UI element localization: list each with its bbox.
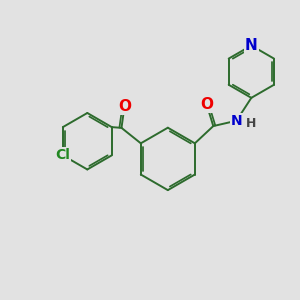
Text: O: O xyxy=(118,99,131,114)
Text: Cl: Cl xyxy=(56,148,70,162)
Text: O: O xyxy=(200,97,213,112)
Text: N: N xyxy=(245,38,258,53)
Text: H: H xyxy=(246,117,257,130)
Text: N: N xyxy=(231,114,242,128)
